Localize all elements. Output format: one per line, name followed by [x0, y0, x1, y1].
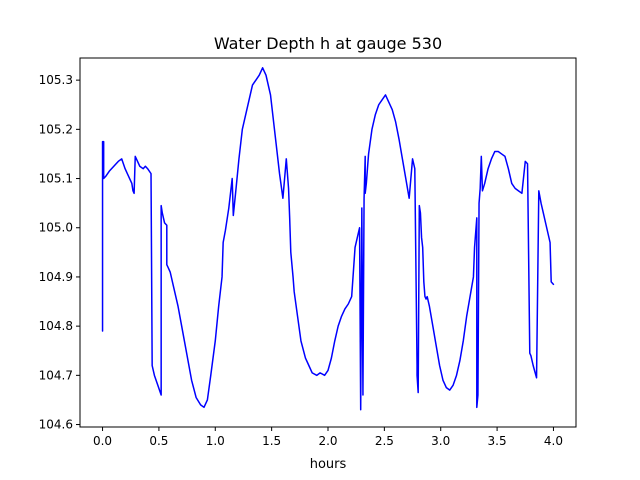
y-tick-label: 104.7	[39, 368, 73, 382]
y-tick-label: 105.3	[39, 73, 73, 87]
series-layer	[101, 67, 555, 411]
x-tick-label: 1.0	[206, 434, 225, 448]
x-tick-label: 0.5	[149, 434, 168, 448]
y-tick-label: 105.1	[39, 172, 73, 186]
plot-frame	[79, 57, 577, 428]
x-tick-label: 3.5	[488, 434, 507, 448]
x-tick-label: 0.0	[93, 434, 112, 448]
x-tick-label: 3.0	[431, 434, 450, 448]
chart-title: Water Depth h at gauge 530	[214, 34, 442, 53]
y-tick-label: 104.8	[39, 319, 73, 333]
x-tick-label: 1.5	[262, 434, 281, 448]
x-axis-label: hours	[310, 457, 347, 472]
series-line-0	[101, 67, 555, 411]
tick-layer: 0.0 0.5 1.0 1.5 2.0 2.5 3.0 3.5 4.0 104.6 104.7 104…	[39, 73, 563, 448]
x-tick-label: 2.5	[375, 434, 394, 448]
y-tick-label: 104.6	[39, 418, 73, 432]
x-tick-label: 2.0	[318, 434, 337, 448]
y-tick-label: 105.2	[39, 122, 73, 136]
y-tick-label: 104.9	[39, 270, 73, 284]
x-tick-label: 4.0	[544, 434, 563, 448]
y-tick-label: 105.0	[39, 221, 73, 235]
